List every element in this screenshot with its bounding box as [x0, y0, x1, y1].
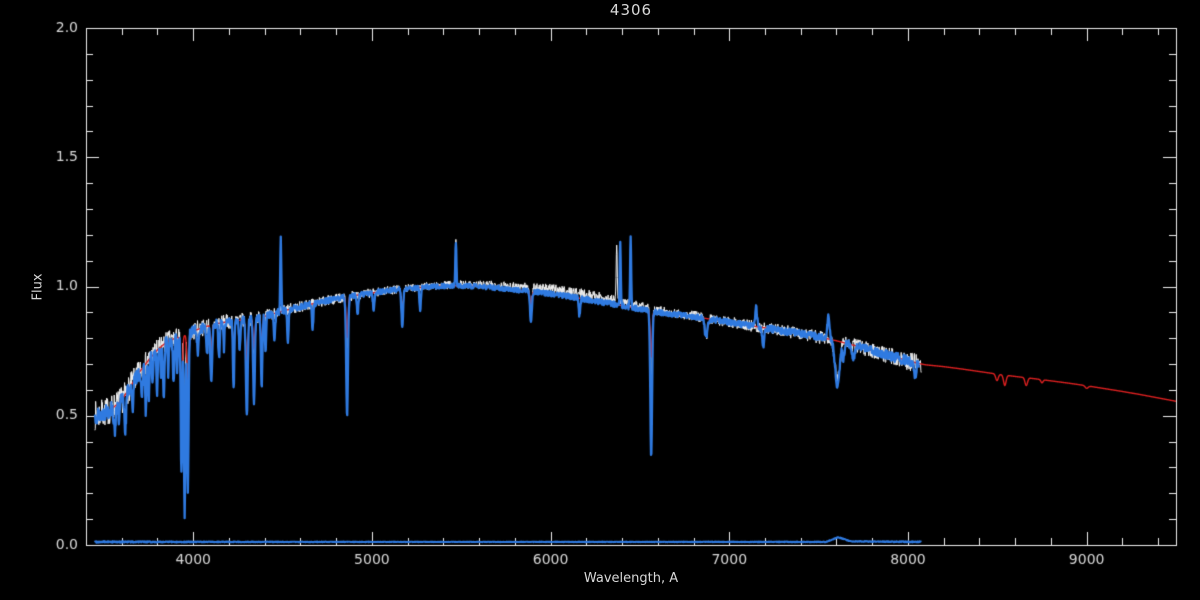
y-axis-label: Flux: [30, 273, 46, 301]
x-axis-label: Wavelength, A: [583, 571, 679, 586]
plot-title: 4306: [609, 1, 653, 19]
